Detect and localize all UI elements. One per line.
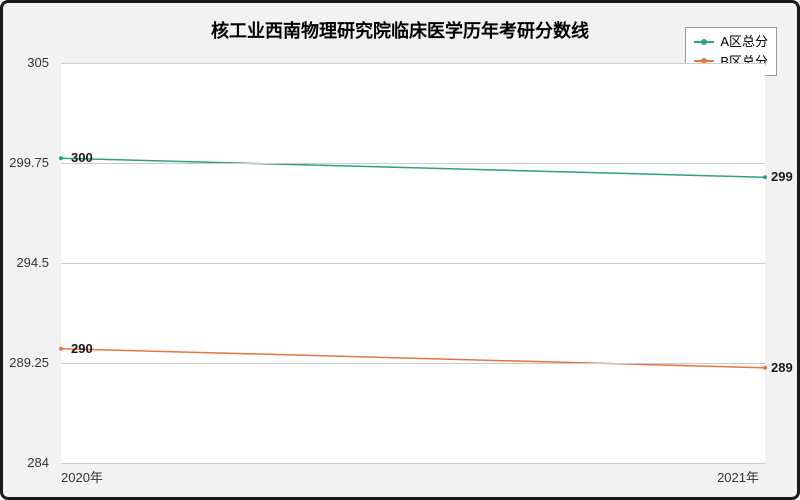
y-axis-label: 294.5 <box>16 255 49 270</box>
data-point <box>59 156 63 160</box>
data-point <box>59 347 63 351</box>
gridline <box>61 163 765 164</box>
series-line <box>61 158 765 177</box>
gridline <box>61 363 765 364</box>
legend-swatch-b <box>694 60 714 62</box>
data-point-label: 299 <box>771 169 793 184</box>
chart-title: 核工业西南物理研究院临床医学历年考研分数线 <box>3 17 797 43</box>
series-line <box>61 349 765 368</box>
data-point <box>763 366 767 370</box>
data-point-label: 290 <box>71 341 93 356</box>
data-point <box>763 175 767 179</box>
plot-area <box>61 63 765 463</box>
data-point-label: 289 <box>771 360 793 375</box>
x-axis-label: 2020年 <box>61 467 103 486</box>
legend-label-a: A区总分 <box>720 32 768 52</box>
gridline <box>61 63 765 64</box>
gridline <box>61 263 765 264</box>
chart-container: 核工业西南物理研究院临床医学历年考研分数线 A区总分 B区总分 284289.2… <box>0 0 800 500</box>
y-axis-label: 299.75 <box>9 155 49 170</box>
gridline <box>61 463 765 464</box>
x-axis-label: 2021年 <box>717 467 759 486</box>
y-axis-label: 284 <box>27 455 49 470</box>
y-axis-label: 289.25 <box>9 355 49 370</box>
legend-item-a: A区总分 <box>694 32 768 52</box>
legend-swatch-a <box>694 41 714 43</box>
data-point-label: 300 <box>71 150 93 165</box>
y-axis-label: 305 <box>27 55 49 70</box>
